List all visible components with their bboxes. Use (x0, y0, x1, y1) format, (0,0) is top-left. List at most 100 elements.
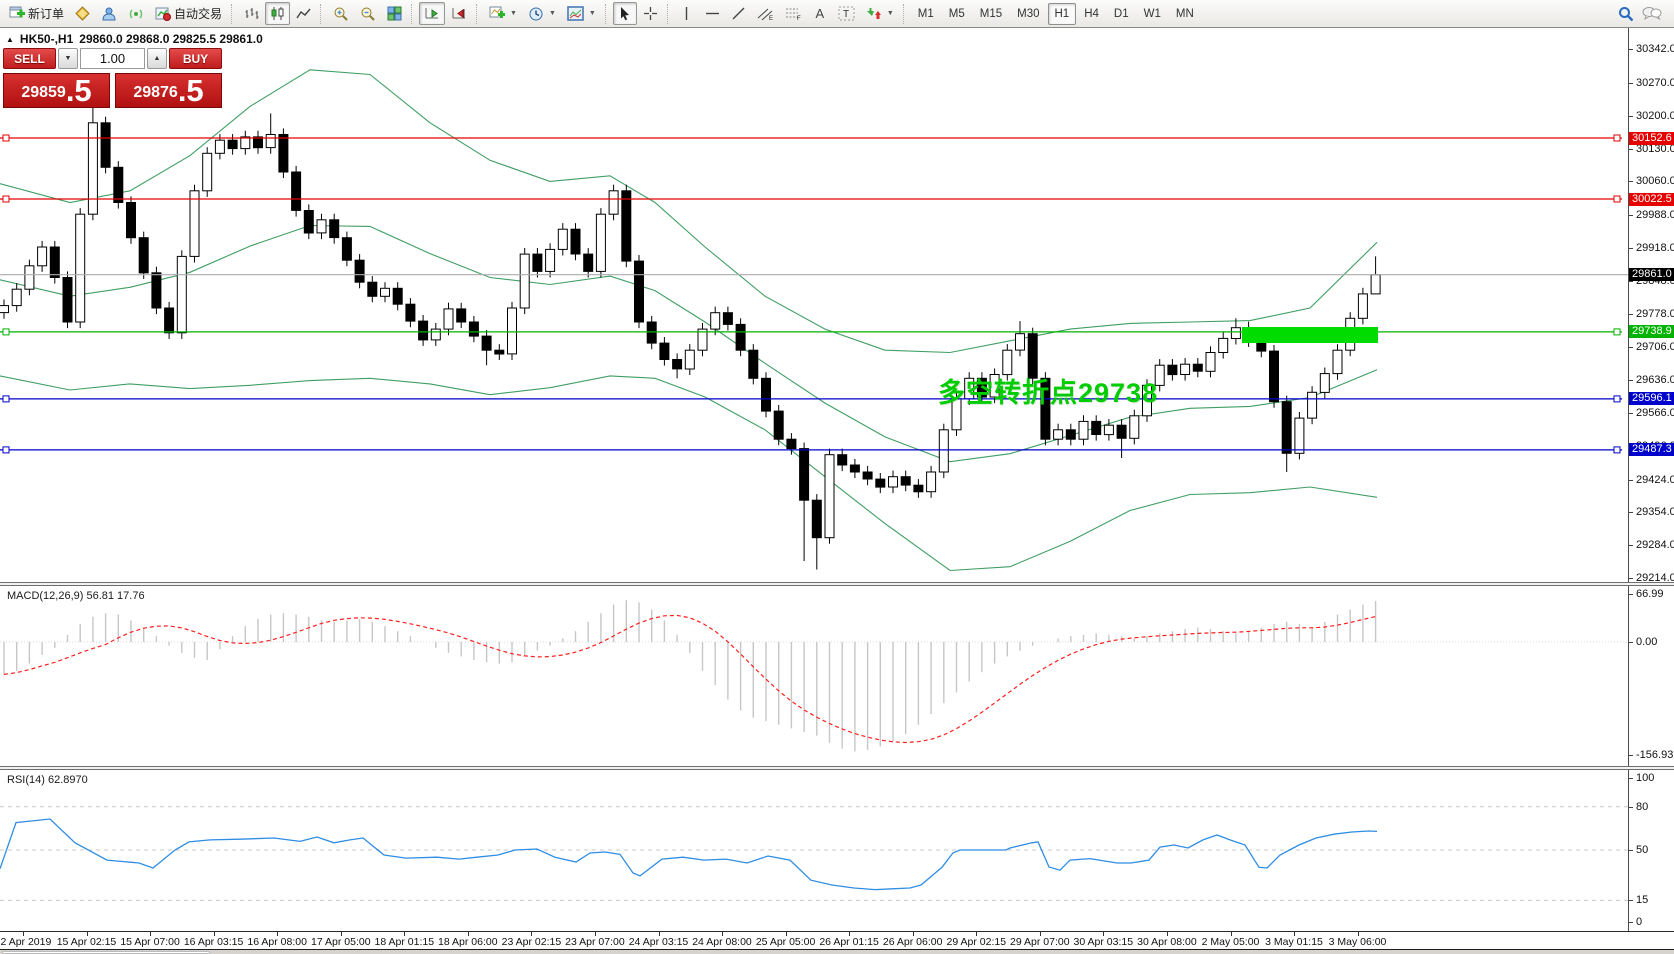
buy-price-box[interactable]: 29876 .5 (115, 73, 222, 108)
time-label: 24 Apr 03:15 (628, 936, 689, 948)
candlestick-chart-type-button[interactable] (265, 2, 291, 25)
volume-decrease-button[interactable]: ▼ (58, 48, 78, 69)
axis-tick (1629, 578, 1633, 579)
zoom-out-button[interactable] (355, 2, 381, 25)
auto-trading-button[interactable]: 自动交易 (150, 2, 227, 25)
volume-input[interactable]: 1.00 (80, 48, 145, 69)
chat-icon[interactable] (1642, 6, 1662, 21)
current-price-badge: 29861.0 (1629, 268, 1674, 282)
timeframe-h1-button[interactable]: H1 (1047, 2, 1077, 25)
bar-chart-type-button[interactable] (239, 2, 264, 25)
time-tick (976, 932, 978, 936)
price-axis[interactable]: 30342.0 30270.0 30200.0 30130.0 30060.0 29988… (1628, 28, 1674, 949)
macd-chart[interactable] (0, 586, 1628, 766)
sell-button[interactable]: SELL (3, 48, 56, 69)
time-label: 15 Apr 07:00 (120, 936, 180, 948)
time-axis[interactable]: 12 Apr 2019 15 Apr 02:15 15 Apr 07:00 16 Ap… (0, 931, 1674, 949)
bar-chart-icon (245, 8, 259, 19)
cursor-tool-button[interactable] (612, 2, 637, 25)
timeframe-m5-button[interactable]: M5 (948, 7, 965, 20)
axis-tick (1629, 313, 1633, 315)
panel-splitter[interactable] (0, 766, 1674, 770)
timeframe-mn-button[interactable]: MN (1175, 7, 1194, 20)
periods-button[interactable]: ▼ (523, 2, 561, 25)
time-label: 23 Apr 07:00 (565, 936, 625, 948)
tile-windows-button[interactable] (382, 2, 407, 25)
axis-tick (1629, 181, 1633, 183)
search-icon[interactable] (1618, 6, 1634, 22)
price-tick-label: 30130.0 (1636, 142, 1674, 155)
svg-text:E: E (769, 16, 773, 21)
axis-tick (1629, 755, 1633, 756)
community-button[interactable] (96, 2, 122, 25)
buy-button[interactable]: BUY (169, 48, 222, 69)
sell-price-box[interactable]: 29859 .5 (3, 73, 110, 108)
charts-button[interactable] (70, 2, 95, 25)
time-label: 3 May 01:15 (1265, 936, 1323, 948)
panel-splitter[interactable] (0, 582, 1674, 586)
time-label: 17 Apr 05:00 (311, 936, 371, 948)
crosshair-tool-button[interactable] (638, 2, 663, 25)
bottom-scroll-strip (0, 949, 1674, 954)
chart-shift-button[interactable] (446, 2, 472, 25)
horizontal-line-tool-button[interactable] (700, 2, 725, 25)
templates-button[interactable]: ▼ (562, 2, 601, 25)
line-chart-type-button[interactable] (291, 2, 316, 25)
chart-title: ▲ HK50-,H1 29860.0 29868.0 29825.5 29861… (6, 32, 263, 46)
timeframe-w1-button[interactable]: W1 (1143, 7, 1161, 20)
one-click-trading-panel: SELL ▼ 1.00 ▲ BUY 29859 .5 29876 .5 (3, 48, 222, 108)
toolbar-grip (320, 3, 324, 24)
candlestick-chart[interactable] (0, 28, 1628, 582)
price-tick-label: 29918.0 (1636, 242, 1674, 254)
rsi-tick-label: 80 (1636, 800, 1649, 813)
price-tick-label: 29778.0 (1636, 307, 1674, 320)
chart-annotation-text: 多空转折点29738 (938, 378, 1159, 408)
time-label: 26 Apr 01:15 (819, 936, 879, 948)
time-label: 30 Apr 03:15 (1073, 936, 1134, 948)
axis-tick (1629, 380, 1633, 382)
chart-template-icon (567, 5, 584, 21)
zoom-in-button[interactable] (328, 2, 354, 25)
timeframe-d1-button[interactable]: D1 (1113, 7, 1129, 20)
rsi-chart[interactable] (0, 770, 1628, 930)
collapse-triangle-icon[interactable]: ▲ (6, 34, 14, 44)
text-tool-button[interactable]: A (808, 2, 832, 25)
price-chart-area[interactable] (0, 28, 1628, 582)
new-order-label: 新订单 (28, 7, 65, 21)
auto-scroll-button[interactable] (419, 2, 446, 25)
signals-button[interactable] (123, 2, 149, 25)
timeframe-m15-button[interactable]: M15 (979, 7, 1003, 20)
arrows-tool-button[interactable]: ▼ (861, 2, 899, 25)
vertical-line-tool-button[interactable] (675, 2, 699, 25)
axis-tick (1629, 900, 1633, 902)
axis-tick (1629, 545, 1633, 547)
auto-trading-label: 自动交易 (174, 7, 223, 21)
crosshair-icon (643, 7, 657, 20)
time-label: 30 Apr 08:00 (1137, 936, 1197, 948)
price-level-badge: 29738.9 (1629, 325, 1674, 339)
time-tick (722, 932, 723, 936)
buy-price-main: 29876 (133, 84, 178, 101)
timeframe-h4-button[interactable]: H4 (1084, 7, 1099, 20)
time-tick (658, 932, 660, 936)
timeframe-m1-button[interactable]: M1 (917, 7, 934, 20)
price-tick-label: 29566.0 (1636, 407, 1674, 419)
timeframe-m30-button[interactable]: M30 (1017, 7, 1040, 20)
axis-tick (1629, 83, 1633, 84)
text-label-tool-button[interactable]: T (833, 2, 860, 25)
trendline-tool-button[interactable] (726, 2, 751, 25)
fibonacci-tool-button[interactable]: F (780, 2, 807, 25)
indicators-button[interactable]: ▼ (484, 2, 522, 25)
symbol-period-label: HK50-,H1 (19, 32, 74, 46)
equidistant-channel-icon: E (757, 8, 773, 21)
dropdown-arrow-icon: ▼ (510, 10, 517, 17)
gold-diamond-icon (75, 6, 90, 21)
channel-tool-button[interactable]: E (752, 2, 779, 25)
new-order-button[interactable]: 新订单 (4, 2, 69, 25)
rsi-panel[interactable] (0, 770, 1628, 930)
macd-panel[interactable] (0, 586, 1628, 766)
volume-increase-button[interactable]: ▲ (147, 48, 167, 69)
price-tick-label: 29214.0 (1636, 572, 1674, 584)
axis-tick (1629, 593, 1633, 595)
macd-tick-label: -156.93 (1636, 749, 1674, 761)
